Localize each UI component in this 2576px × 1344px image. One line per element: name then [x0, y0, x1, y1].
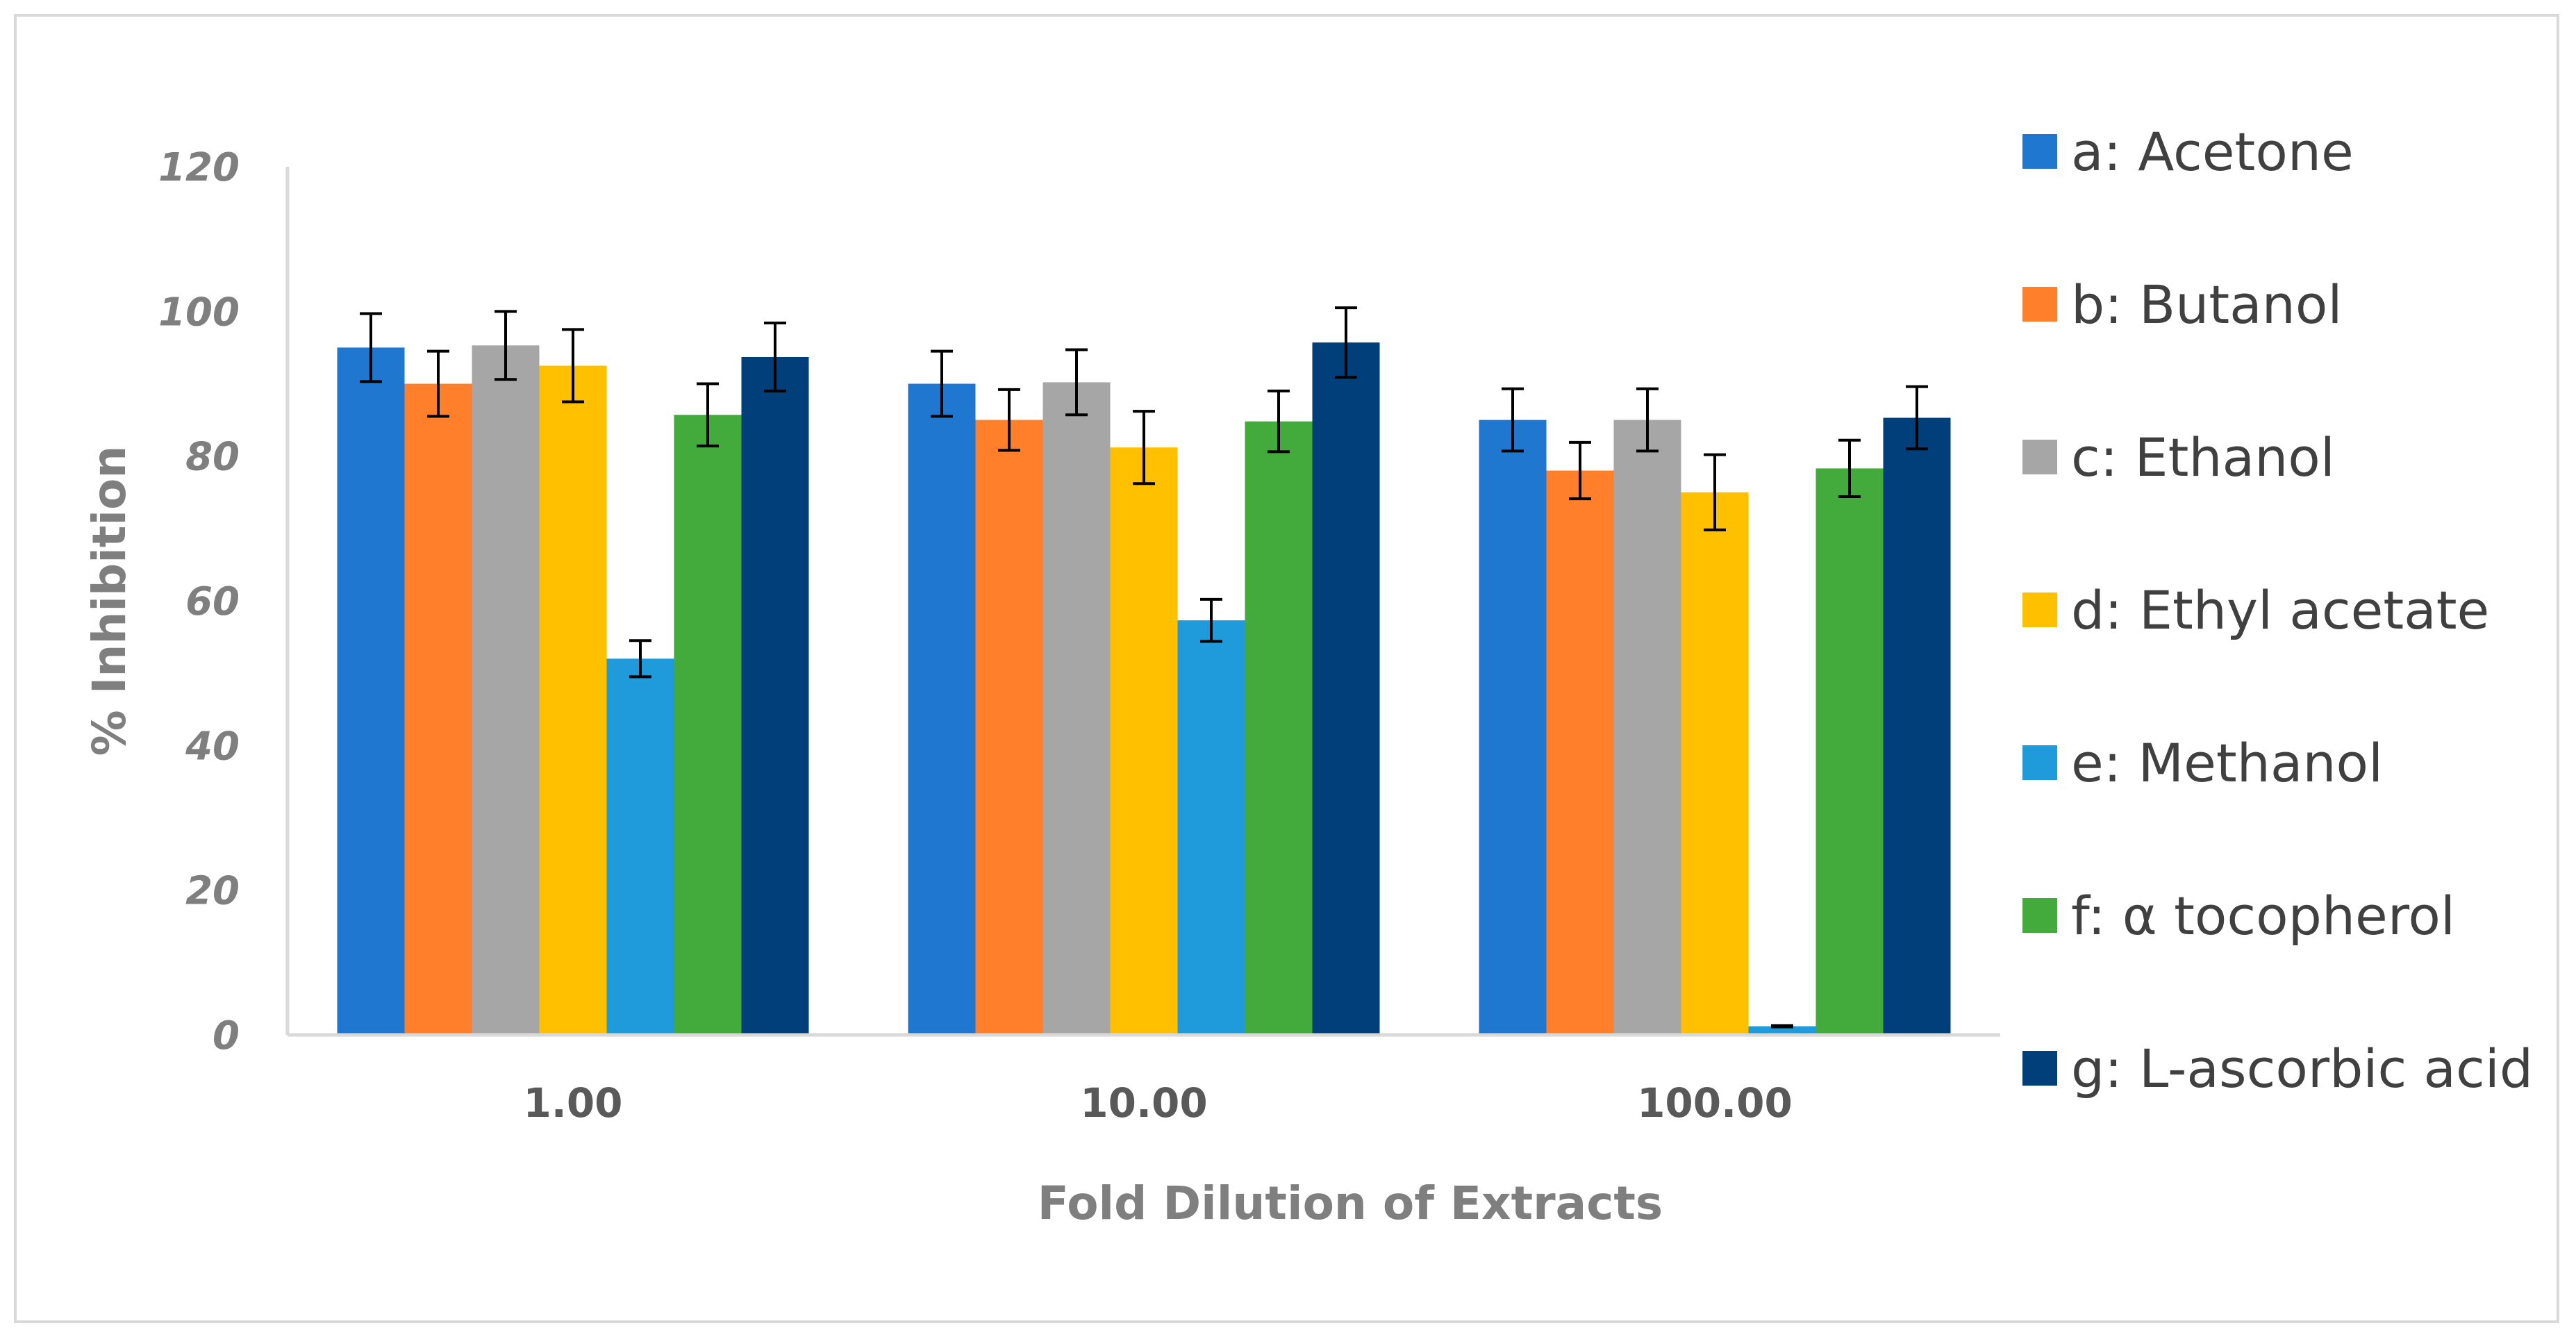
bars-layer — [337, 342, 1951, 1036]
bar-g-100.00 — [1883, 417, 1951, 1035]
error-bar-c-1.00 — [495, 310, 517, 381]
chart-frame — [14, 14, 2559, 1323]
y-tick-label: 100 — [158, 290, 240, 335]
y-tick-label: 60 — [185, 579, 240, 624]
error-bar-e-1.00 — [629, 639, 651, 679]
bar-b-10.00 — [975, 420, 1043, 1035]
bar-e-10.00 — [1177, 620, 1245, 1035]
error-bar-d-1.00 — [562, 328, 584, 404]
x-tick-label: 100.00 — [1637, 1079, 1793, 1127]
bar-b-1.00 — [404, 383, 472, 1035]
bar-f-100.00 — [1815, 468, 1884, 1035]
legend: a: Acetone b: Butanol c: Ethanol d: Ethyl a… — [2022, 121, 2533, 1100]
bar-f-10.00 — [1245, 421, 1313, 1035]
legend-swatch — [2022, 287, 2057, 322]
bar-a-1.00 — [337, 347, 405, 1035]
error-bar-e-100.00 — [1771, 1024, 1793, 1029]
legend-label: c: Ethanol — [2071, 426, 2335, 488]
bar-d-1.00 — [539, 365, 607, 1035]
bar-d-100.00 — [1681, 492, 1749, 1036]
bar-c-1.00 — [472, 345, 540, 1035]
error-bars-layer — [360, 306, 1928, 1029]
x-axis-title: Fold Dilution of Extracts — [1038, 1177, 1663, 1230]
y-tick-label: 0 — [213, 1013, 240, 1059]
error-bar-e-10.00 — [1200, 597, 1222, 643]
x-tick-label: 1.00 — [523, 1079, 622, 1127]
bar-a-10.00 — [908, 383, 976, 1035]
error-bar-d-10.00 — [1133, 410, 1155, 486]
error-bar-f-100.00 — [1838, 438, 1861, 498]
legend-swatch — [2022, 745, 2057, 780]
error-bar-g-1.00 — [764, 322, 786, 392]
y-tick-label: 80 — [185, 435, 240, 480]
bar-e-1.00 — [606, 658, 674, 1035]
bar-a-100.00 — [1479, 420, 1547, 1035]
error-bar-a-100.00 — [1502, 387, 1524, 453]
error-bar-a-1.00 — [360, 312, 382, 383]
error-bar-g-10.00 — [1335, 306, 1357, 379]
legend-swatch — [2022, 440, 2057, 474]
legend-label: d: Ethyl acetate — [2071, 579, 2489, 641]
bar-c-100.00 — [1613, 420, 1681, 1035]
legend-swatch — [2022, 1051, 2057, 1086]
bar-b-100.00 — [1546, 470, 1614, 1035]
x-tick-label: 10.00 — [1080, 1079, 1207, 1127]
error-bar-f-1.00 — [697, 382, 719, 448]
bar-g-10.00 — [1312, 342, 1380, 1036]
bar-e-100.00 — [1748, 1026, 1816, 1035]
legend-label: g: L-ascorbic acid — [2071, 1038, 2533, 1100]
bar-f-1.00 — [674, 415, 742, 1035]
legend-swatch — [2022, 134, 2057, 169]
legend-swatch — [2022, 898, 2057, 933]
legend-label: e: Methanol — [2071, 732, 2383, 794]
legend-label: a: Acetone — [2071, 121, 2354, 183]
error-bar-g-100.00 — [1906, 385, 1928, 451]
y-tick-labels: 0 20 40 60 80 100 120 — [158, 145, 240, 1059]
error-bar-b-1.00 — [427, 349, 449, 418]
y-axis-title: % Inhibition — [83, 446, 136, 756]
error-bar-d-100.00 — [1704, 453, 1726, 531]
x-tick-labels: 1.00 10.00 100.00 — [523, 1079, 1792, 1127]
bar-g-1.00 — [741, 357, 809, 1035]
bar-c-10.00 — [1042, 382, 1111, 1035]
error-bar-a-10.00 — [931, 349, 953, 418]
y-tick-label: 20 — [185, 869, 240, 914]
error-bar-b-100.00 — [1569, 440, 1591, 501]
error-bar-c-100.00 — [1636, 387, 1659, 453]
bar-d-10.00 — [1110, 447, 1178, 1035]
legend-label: f: α tocopherol — [2071, 885, 2455, 947]
y-tick-label: 40 — [185, 724, 240, 769]
error-bar-b-10.00 — [998, 388, 1020, 452]
y-tick-label: 120 — [158, 145, 240, 190]
legend-swatch — [2022, 592, 2057, 627]
error-bar-c-10.00 — [1065, 348, 1088, 417]
error-bar-f-10.00 — [1268, 389, 1290, 454]
legend-label: b: Butanol — [2071, 274, 2342, 335]
